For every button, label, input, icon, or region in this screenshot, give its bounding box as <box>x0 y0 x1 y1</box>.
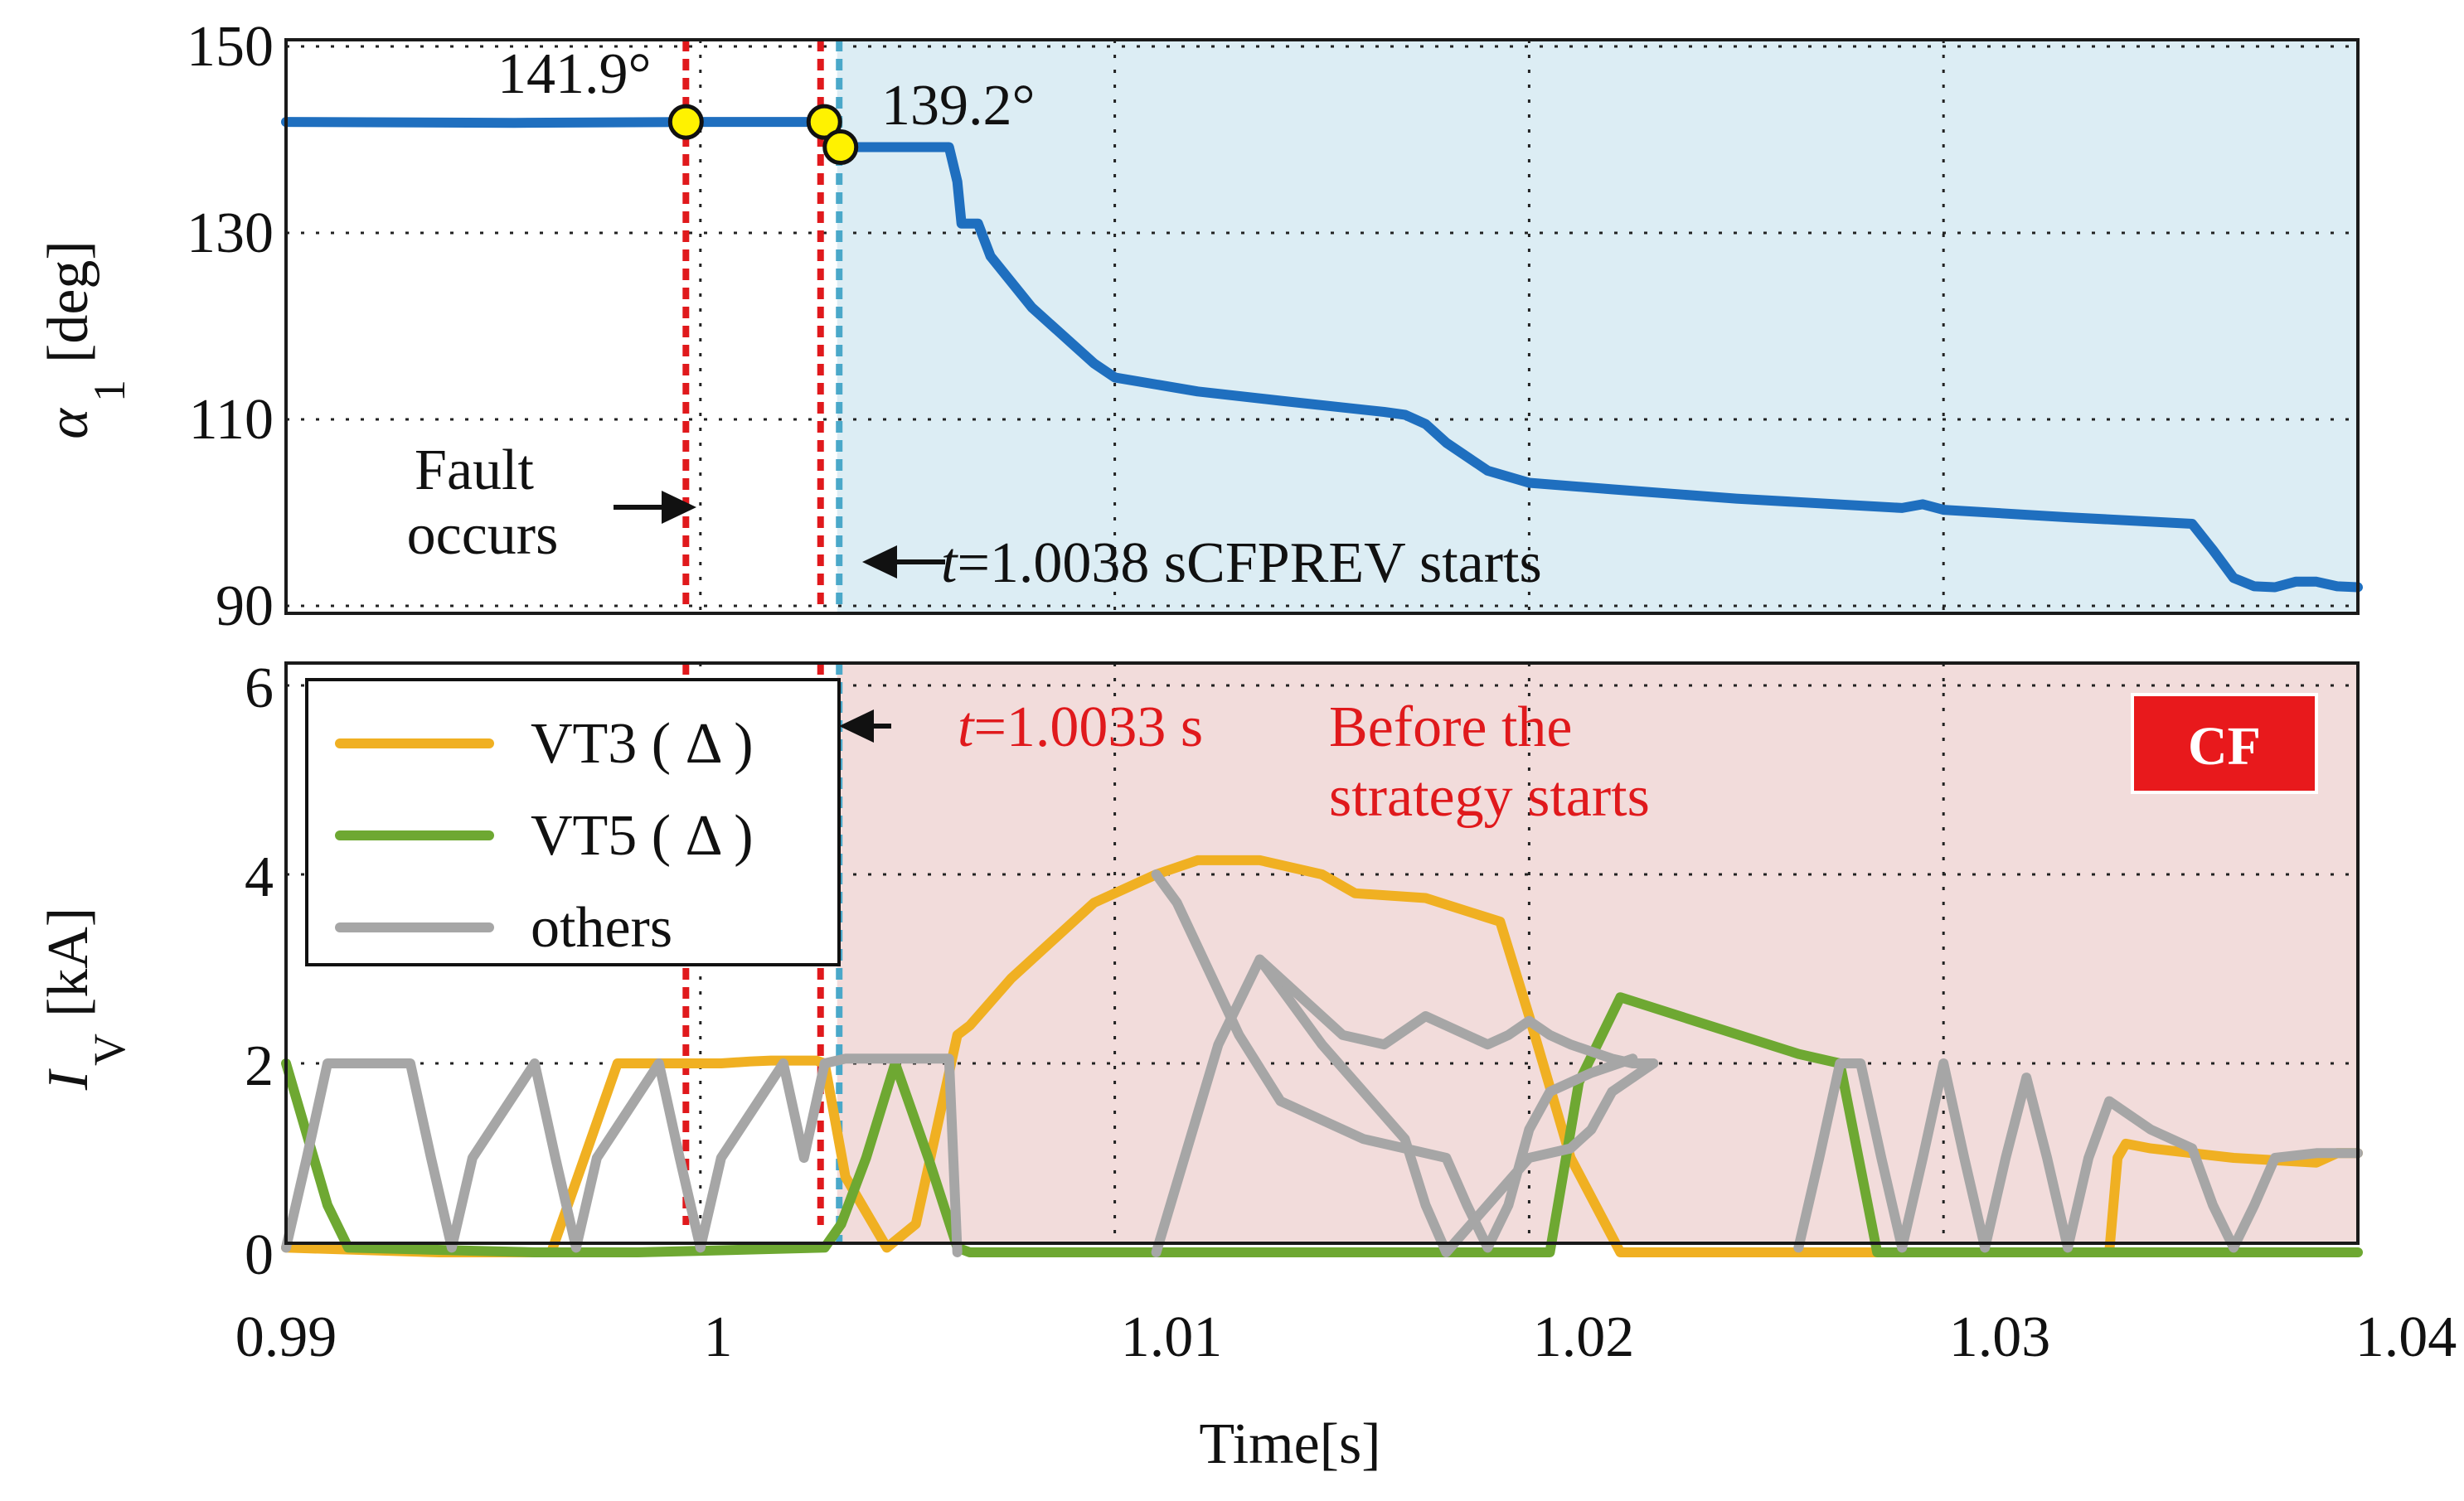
bot-series-line-1 <box>281 992 2363 1257</box>
before-strategy-label-line1: Before the <box>1329 695 1572 759</box>
top-series-line-0 <box>281 117 2363 593</box>
before-strategy-time-value: =1.0033 s <box>973 695 1203 759</box>
before-strategy-time: t=1.0033 s <box>958 695 1203 759</box>
fault-annotation-line2: occurs <box>407 503 559 567</box>
cfprev-time-symbol: t <box>941 531 958 595</box>
top-ylabel-symbol: α <box>36 408 100 439</box>
x-tick-label: 1.01 <box>1121 1305 1223 1369</box>
bottom-ylabel-symbol: I <box>36 1068 100 1091</box>
top-plot-frame <box>284 38 2360 615</box>
cfprev-label: CFPREV starts <box>1186 531 1542 595</box>
cfprev-annotation: t=1.0038 sCFPREV starts <box>941 531 1542 595</box>
legend-entry-vt3: VT3 ( Δ ) <box>335 712 754 776</box>
top-panel: 150 130 110 90 α 1 [deg] 141.9° 139.2° Fau… <box>36 15 2363 638</box>
bottom-panel: 6 4 2 0 0.99 1 1.01 1.02 1.03 1.04 Time[… <box>36 656 2457 1476</box>
top-ytick-label: 130 <box>187 201 274 265</box>
top-markers <box>667 104 859 165</box>
bot-series-line-0 <box>281 855 2363 1257</box>
x-tick-label: 1.03 <box>1949 1305 2051 1369</box>
top-shaded-region <box>837 40 2358 613</box>
marker-label-139: 139.2° <box>881 74 1036 138</box>
bot-series-line-5 <box>1254 954 1659 1068</box>
bottom-y-axis-title: IV [kA] <box>36 908 134 1092</box>
legend-label-vt5: VT5 ( Δ ) <box>531 804 754 868</box>
fault-arrow <box>614 491 696 524</box>
cf-badge-label: CF <box>2188 716 2261 777</box>
marker-label-141: 141.9° <box>497 42 652 106</box>
svg-text:IV[kA]: IV [kA] <box>36 908 134 1092</box>
bottom-shaded-region <box>837 663 2358 1243</box>
top-grid <box>286 40 2358 613</box>
top-ytick-label: 110 <box>189 388 274 452</box>
x-tick-label: 0.99 <box>235 1305 337 1369</box>
cfprev-arrow <box>862 545 945 579</box>
bot-series-line-2 <box>281 1053 963 1257</box>
bottom-ylabel-unit: [kA] <box>36 908 100 1017</box>
cf-badge: CF <box>2131 693 2318 794</box>
bottom-ytick-label: 0 <box>245 1223 274 1287</box>
x-tick-label: 1.04 <box>2355 1305 2457 1369</box>
legend-label-vt3: VT3 ( Δ ) <box>531 712 754 776</box>
x-axis-title: Time[s] <box>1199 1412 1380 1476</box>
marker-point-1 <box>806 104 842 140</box>
top-y-axis-title: α 1 [deg] <box>36 240 134 438</box>
bottom-series <box>281 855 2363 1257</box>
top-ylabel-unit: [deg] <box>36 240 100 363</box>
top-ylabel-subscript: 1 <box>85 380 134 402</box>
legend-label-others: others <box>531 896 672 960</box>
top-ytick-label: 150 <box>187 15 274 79</box>
cfprev-time-value: =1.0038 s <box>957 531 1186 595</box>
legend-entry-others: others <box>335 896 672 960</box>
legend: VT3 ( Δ ) VT5 ( Δ ) others <box>305 678 841 966</box>
bottom-ylabel-subscript: V <box>85 1034 134 1066</box>
bottom-plot-frame <box>284 661 2360 1245</box>
marker-point-2 <box>822 129 859 165</box>
bottom-ytick-label: 2 <box>245 1034 274 1098</box>
bot-series-line-6 <box>1793 1058 2363 1253</box>
bottom-ytick-label: 4 <box>245 845 274 909</box>
bot-series-line-3 <box>1151 869 1638 1253</box>
bottom-ytick-label: 6 <box>245 656 274 720</box>
fault-annotation-line1: Fault <box>415 438 534 502</box>
before-strategy-arrow <box>839 709 891 743</box>
top-series <box>281 117 2363 593</box>
legend-entry-vt5: VT5 ( Δ ) <box>335 804 754 868</box>
marker-point-0 <box>667 104 704 140</box>
x-tick-label: 1 <box>704 1305 733 1369</box>
before-strategy-time-symbol: t <box>958 695 975 759</box>
top-ytick-label: 90 <box>216 574 274 638</box>
svg-text:α1[deg]: α 1 [deg] <box>36 240 134 438</box>
before-strategy-label-line2: strategy starts <box>1329 765 1650 829</box>
x-tick-label: 1.02 <box>1533 1305 1635 1369</box>
